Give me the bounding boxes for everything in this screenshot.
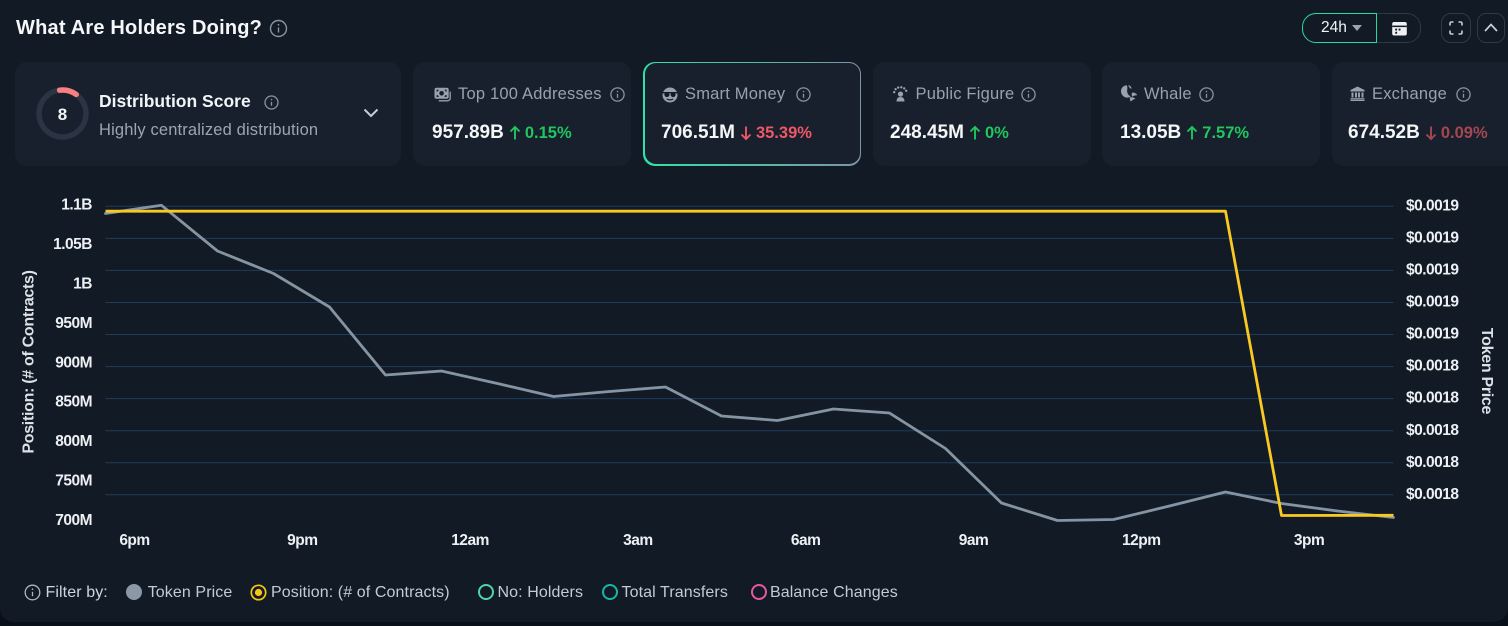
svg-text:$0.0019: $0.0019 [1406,197,1459,214]
svg-text:3pm: 3pm [1294,532,1324,549]
svg-text:850M: 850M [55,394,92,411]
svg-text:$0.0018: $0.0018 [1406,358,1459,375]
svg-text:$0.0019: $0.0019 [1406,230,1459,247]
svg-text:$0.0018: $0.0018 [1406,486,1459,503]
svg-text:$0.0019: $0.0019 [1406,262,1459,279]
svg-text:9am: 9am [959,532,989,549]
svg-text:950M: 950M [55,315,92,332]
svg-text:$0.0019: $0.0019 [1406,326,1459,343]
svg-text:900M: 900M [55,354,92,371]
svg-text:Position: (# of Contracts): Position: (# of Contracts) [20,270,37,453]
svg-text:1B: 1B [73,276,92,293]
svg-text:8: 8 [58,105,67,124]
svg-text:12pm: 12pm [1122,532,1161,549]
svg-text:6pm: 6pm [119,532,149,549]
svg-text:750M: 750M [55,473,92,490]
svg-text:$0.0018: $0.0018 [1406,390,1459,407]
svg-text:700M: 700M [55,512,92,529]
svg-text:$0.0018: $0.0018 [1406,454,1459,471]
svg-text:3am: 3am [623,532,653,549]
svg-text:Token Price: Token Price [1478,328,1495,415]
svg-text:1.1B: 1.1B [61,197,92,214]
svg-text:1.05B: 1.05B [53,236,92,253]
svg-text:$0.0019: $0.0019 [1406,294,1459,311]
svg-text:9pm: 9pm [287,532,317,549]
svg-text:12am: 12am [451,532,489,549]
svg-text:6am: 6am [791,532,821,549]
svg-text:800M: 800M [55,433,92,450]
svg-text:$0.0018: $0.0018 [1406,422,1459,439]
